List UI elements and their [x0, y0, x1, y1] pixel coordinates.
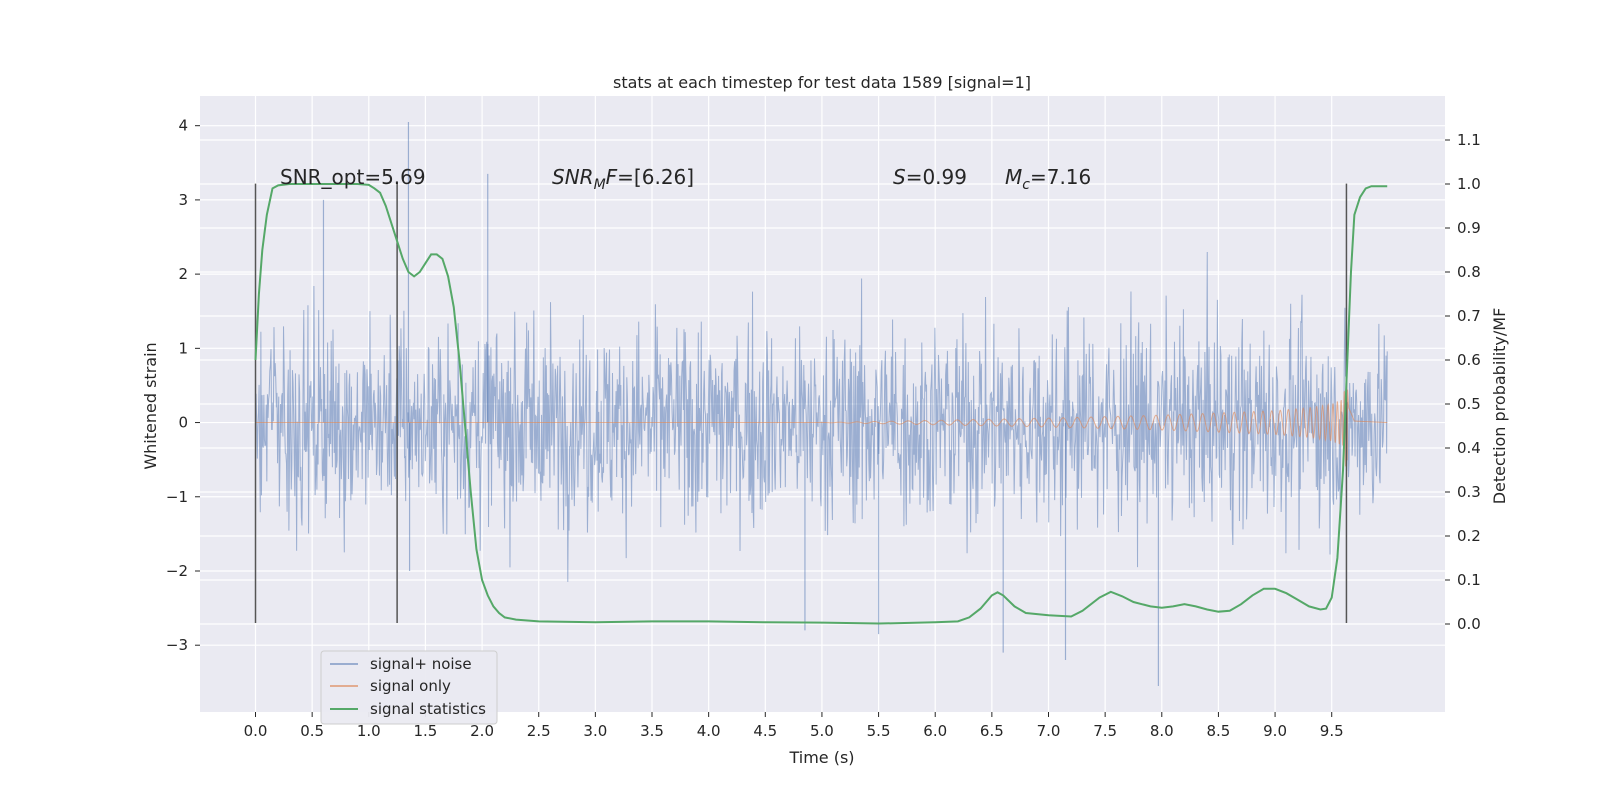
y-tick-label: 1 [178, 339, 188, 357]
x-tick-label: 8.5 [1207, 722, 1231, 740]
y-right-tick-label: 1.1 [1457, 131, 1481, 149]
y-tick-label: −1 [166, 488, 188, 506]
y-right-tick-label: 0.9 [1457, 219, 1481, 237]
x-tick-label: 0.5 [300, 722, 324, 740]
x-tick-label: 9.5 [1320, 722, 1344, 740]
signal-only-series [255, 374, 1388, 467]
y-tick-label: 4 [178, 117, 188, 135]
x-tick-label: 8.0 [1150, 722, 1174, 740]
x-tick-label: 4.0 [697, 722, 721, 740]
signal-statistics-line [254, 183, 1388, 625]
x-tick-label: 6.5 [980, 722, 1004, 740]
y-tick-label: 2 [178, 265, 188, 283]
x-tick-label: 0.0 [244, 722, 268, 740]
y-right-tick-label: 0.0 [1457, 615, 1481, 633]
x-tick-label: 7.5 [1093, 722, 1117, 740]
mc-symbol: M [1005, 165, 1022, 189]
y-right-tick-label: 0.6 [1457, 351, 1481, 369]
x-tick-label: 4.5 [753, 722, 777, 740]
snr-mf-value: =[6.26] [617, 165, 694, 189]
x-tick-label: 9.0 [1263, 722, 1287, 740]
tick-labels: 0.0 0.5 1.0 1.5 2.0 2.5 3.0 3.5 4.0 4.5 5.0 5.5 6.0 6… [166, 117, 1481, 740]
y-right-tick-label: 0.5 [1457, 395, 1481, 413]
annotation-snr-opt: SNR_opt=5.69 [280, 165, 426, 189]
legend-box [320, 650, 498, 725]
snr-mf-sub: M [594, 177, 606, 193]
legend-label-signal-only: signal only [370, 677, 451, 695]
y-tick-label: −2 [166, 562, 188, 580]
x-tick-label: 6.0 [923, 722, 947, 740]
x-tick-label: 7.0 [1037, 722, 1061, 740]
x-tick-label: 2.5 [527, 722, 551, 740]
snr-mf-base: SNR [552, 165, 594, 189]
x-tick-label: 3.5 [640, 722, 664, 740]
y-tick-label: −3 [166, 636, 188, 654]
x-tick-label: 1.0 [357, 722, 381, 740]
annotation-s: S=0.99 [893, 165, 967, 189]
y-right-tick-label: 0.4 [1457, 439, 1481, 457]
x-tick-label: 5.5 [867, 722, 891, 740]
y-axis-right-label: Detection probability/MF [1490, 308, 1509, 505]
mc-subscript: c [1022, 177, 1030, 193]
chart-title: stats at each timestep for test data 158… [613, 73, 1031, 92]
x-axis-label: Time (s) [788, 748, 854, 767]
annotation-mc: Mc=7.16 [1005, 165, 1091, 193]
y-right-tick-label: 0.3 [1457, 483, 1481, 501]
y-right-tick-label: 0.1 [1457, 571, 1481, 589]
annotation-snr-mf: SNRMF=[6.26] [552, 165, 694, 193]
legend: signal+ noise signal only signal statist… [320, 650, 498, 725]
y-right-tick-label: 0.8 [1457, 263, 1481, 281]
y-right-tick-label: 0.7 [1457, 307, 1481, 325]
s-symbol: S [893, 165, 906, 189]
x-tick-label: 3.0 [583, 722, 607, 740]
y-tick-label: 3 [178, 191, 188, 209]
x-tick-label: 5.0 [810, 722, 834, 740]
y-right-tick-label: 1.0 [1457, 175, 1481, 193]
noise-trace [255, 251, 1388, 582]
y-right-tick-label: 0.2 [1457, 527, 1481, 545]
mc-value: =7.16 [1030, 165, 1091, 189]
legend-label-signal-statistics: signal statistics [370, 700, 486, 718]
x-tick-label: 1.5 [414, 722, 438, 740]
y-axis-label: Whitened strain [141, 342, 160, 469]
x-tick-label: 2.0 [470, 722, 494, 740]
snr-mf-f: F [606, 165, 618, 189]
signal-only-trace [255, 374, 1388, 467]
s-value: =0.99 [906, 165, 967, 189]
y-tick-label: 0 [178, 414, 188, 432]
signal-statistics-series [254, 183, 1388, 625]
legend-label-signal-noise: signal+ noise [370, 655, 472, 673]
